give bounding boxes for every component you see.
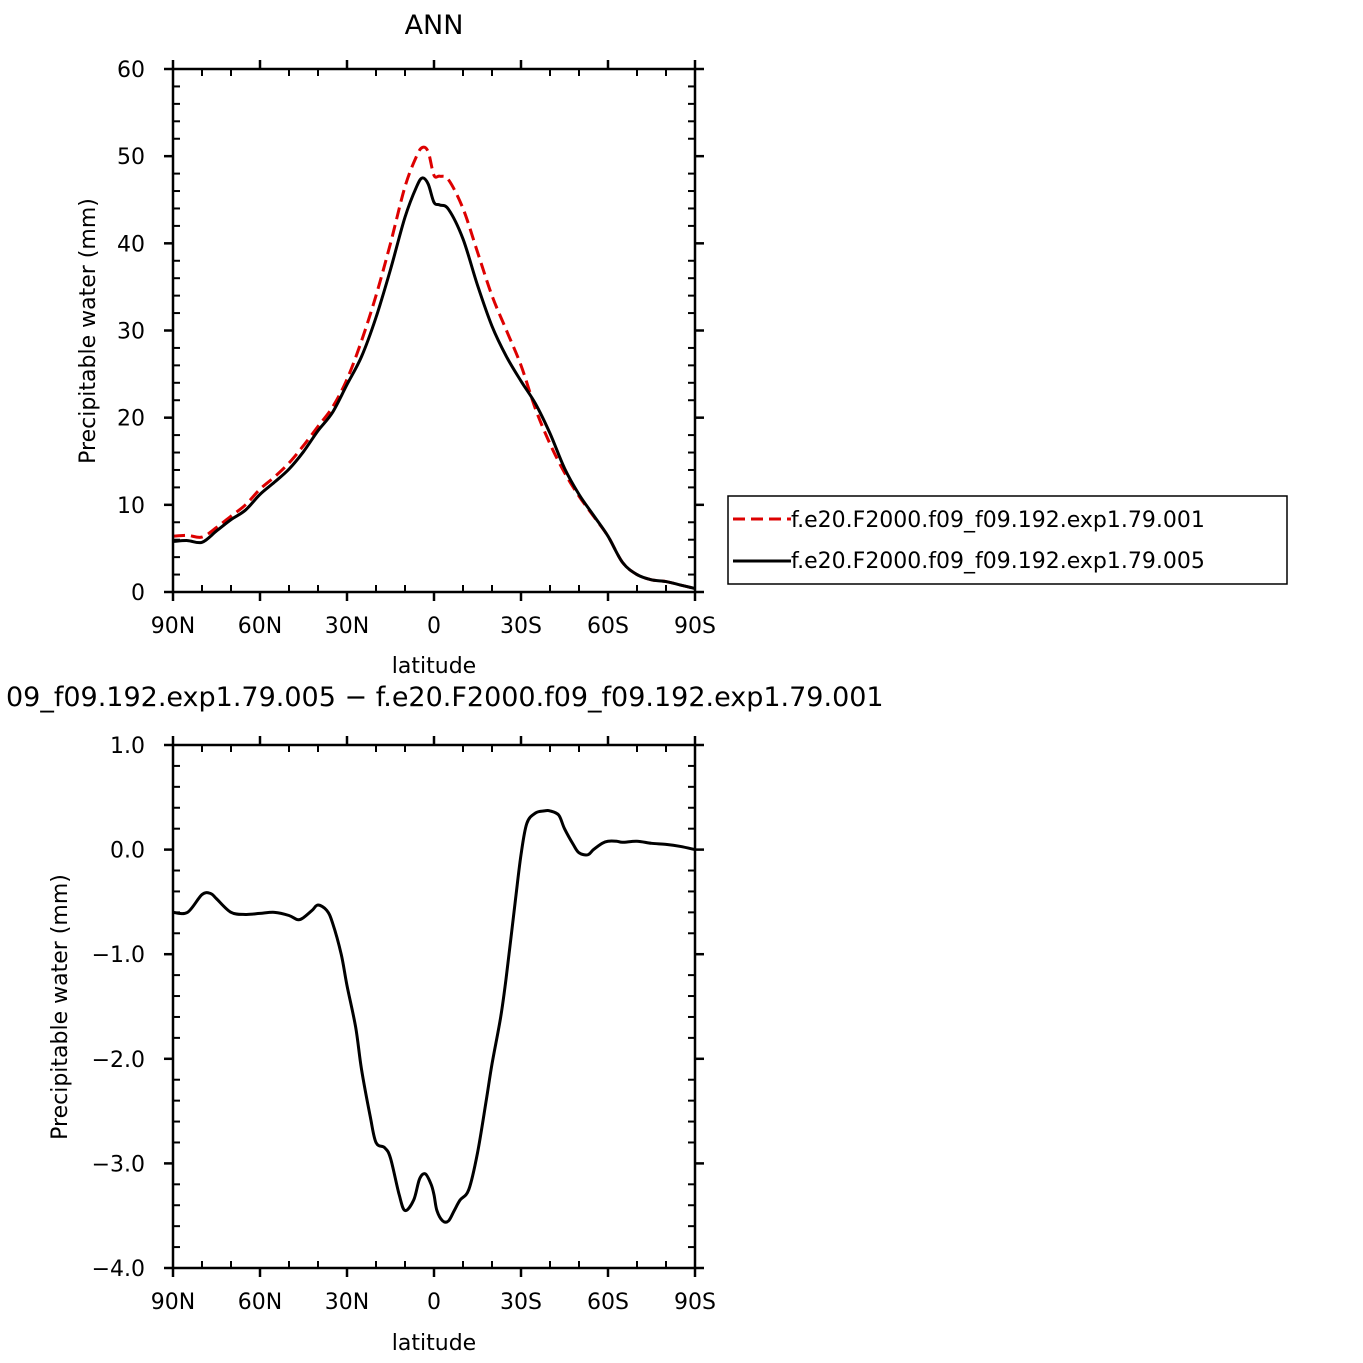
top-y-tick-label: 50 [117, 145, 145, 170]
bottom-series-lines [172, 809, 696, 1224]
top-x-tick-label: 30S [500, 614, 542, 639]
panel-top-chart: ANN Precipitable water (mm) latitude 90N… [76, 10, 716, 679]
top-y-tick-label: 10 [117, 494, 145, 519]
top-x-tick-label: 90N [151, 614, 195, 639]
top-y-tick-label: 20 [117, 407, 145, 432]
bottom-series-line-1 [172, 809, 696, 1224]
bottom-y-tick-label: 0.0 [110, 839, 145, 864]
bottom-chart-title: 09_f09.192.exp1.79.005 − f.e20.F2000.f09… [6, 682, 884, 713]
legend: f.e20.F2000.f09_f09.192.exp1.79.001 f.e2… [727, 495, 1288, 585]
bottom-x-tick-label: 60N [238, 1290, 282, 1315]
top-y-tick-label: 0 [131, 581, 145, 606]
bottom-x-tick-label: 60S [587, 1290, 629, 1315]
bottom-y-tick-label: −4.0 [92, 1257, 145, 1282]
top-x-axis-label: latitude [392, 654, 476, 679]
top-y-tick-label: 40 [117, 232, 145, 257]
top-x-tick-label: 60S [587, 614, 629, 639]
top-y-tick-label: 30 [117, 320, 145, 345]
bottom-y-axis-label: Precipitable water (mm) [48, 874, 73, 1140]
legend-box [727, 495, 1288, 585]
top-chart-title: ANN [405, 10, 464, 41]
bottom-y-tick-label: 1.0 [110, 734, 145, 759]
top-series-line-2 [172, 176, 696, 590]
top-y-tick-label: 60 [117, 58, 145, 83]
bottom-y-tick-label: −1.0 [92, 943, 145, 968]
bottom-x-tick-label: 30S [500, 1290, 542, 1315]
top-axis-ticks: 90N 60N 30N 0 30S 60S 90S 0 10 20 30 40 50 60 [117, 58, 716, 639]
top-x-tick-label: 30N [325, 614, 369, 639]
bottom-x-axis-label: latitude [392, 1331, 476, 1356]
top-y-axis-label: Precipitable water (mm) [76, 198, 101, 464]
bottom-y-tick-label: −3.0 [92, 1152, 145, 1177]
top-series-lines [172, 145, 696, 590]
top-x-tick-label: 90S [674, 614, 716, 639]
top-x-tick-label: 0 [427, 614, 441, 639]
bottom-x-tick-label: 0 [427, 1290, 441, 1315]
bottom-plot-frame [171, 743, 697, 1270]
top-plot-frame [171, 67, 697, 594]
bottom-x-tick-label: 30N [325, 1290, 369, 1315]
bottom-y-tick-label: −2.0 [92, 1048, 145, 1073]
legend-entry-001: f.e20.F2000.f09_f09.192.exp1.79.001 [791, 508, 1205, 533]
bottom-x-tick-label: 90S [674, 1290, 716, 1315]
top-x-tick-label: 60N [238, 614, 282, 639]
bottom-x-tick-label: 90N [151, 1290, 195, 1315]
panel-bottom-chart: 09_f09.192.exp1.79.005 − f.e20.F2000.f09… [6, 682, 884, 1356]
legend-entry-005: f.e20.F2000.f09_f09.192.exp1.79.005 [791, 549, 1205, 574]
